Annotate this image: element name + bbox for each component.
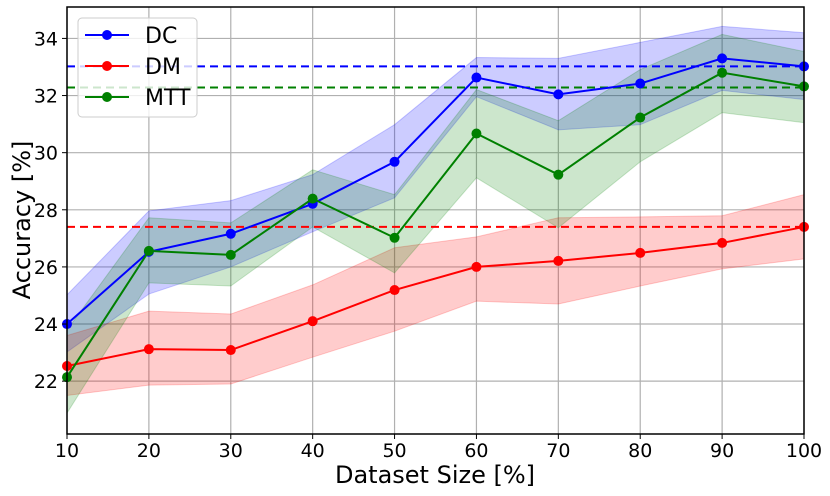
point-dm: [225, 345, 236, 356]
point-dc: [389, 156, 400, 167]
point-dm: [553, 255, 564, 266]
point-mtt: [635, 112, 646, 123]
y-axis-label: Accuracy [%]: [8, 141, 36, 300]
legend-label: DC: [145, 24, 177, 49]
x-tick-label: 100: [786, 440, 822, 462]
point-mtt: [143, 245, 154, 256]
point-dm: [635, 247, 646, 258]
legend-item-dc: DC: [85, 24, 177, 49]
point-dc: [635, 78, 646, 89]
series-dm: [62, 221, 809, 372]
series-mtt: [62, 67, 809, 383]
point-dc: [471, 72, 482, 83]
line-dc: [66, 57, 805, 325]
legend-marker: [102, 30, 112, 40]
y-tick-label: 32: [34, 86, 58, 108]
x-tick-label: 90: [710, 440, 734, 462]
point-mtt: [225, 249, 236, 260]
line-mtt: [66, 71, 805, 378]
plot-frame: [66, 6, 805, 435]
point-dc: [553, 89, 564, 100]
point-dm: [389, 285, 400, 296]
x-tick-label: 10: [55, 440, 79, 462]
legend-label: DM: [145, 55, 181, 80]
line-dm: [66, 225, 805, 368]
x-tick-label: 50: [382, 440, 406, 462]
point-mtt: [389, 232, 400, 243]
point-mtt: [553, 169, 564, 180]
legend-marker: [102, 92, 112, 102]
point-dc: [225, 228, 236, 239]
x-axis-label: Dataset Size [%]: [335, 461, 535, 489]
y-tick-label: 26: [34, 257, 58, 279]
y-ticks: 22 24 26 28 30 32 34: [34, 28, 67, 393]
y-tick-label: 24: [34, 314, 58, 336]
axes: [66, 6, 805, 435]
x-tick-label: 30: [219, 440, 243, 462]
x-tick-label: 70: [546, 440, 570, 462]
point-dm: [471, 261, 482, 272]
point-dm: [717, 237, 728, 248]
legend-label: MTT: [145, 86, 191, 111]
point-mtt: [717, 67, 728, 78]
legend-item-mtt: MTT: [85, 86, 191, 111]
y-tick-label: 22: [34, 371, 58, 393]
legend-marker: [102, 61, 112, 71]
x-tick-label: 80: [628, 440, 652, 462]
x-tick-label: 20: [137, 440, 161, 462]
legend: DC DM MTT: [77, 17, 198, 118]
point-mtt: [471, 128, 482, 139]
y-tick-label: 30: [34, 143, 58, 165]
x-tick-label: 40: [301, 440, 325, 462]
series-lines: [62, 53, 809, 383]
y-tick-label: 28: [34, 200, 58, 222]
point-dm: [143, 344, 154, 355]
legend-item-dm: DM: [85, 55, 181, 80]
confidence-bands: [66, 25, 805, 415]
point-dc: [717, 53, 728, 64]
x-tick-label: 60: [464, 440, 488, 462]
y-tick-label: 34: [34, 28, 58, 50]
point-mtt: [307, 193, 318, 204]
point-dm: [307, 316, 318, 327]
x-ticks: 10 20 30 40 50 60 70 80 90 100: [55, 434, 822, 462]
